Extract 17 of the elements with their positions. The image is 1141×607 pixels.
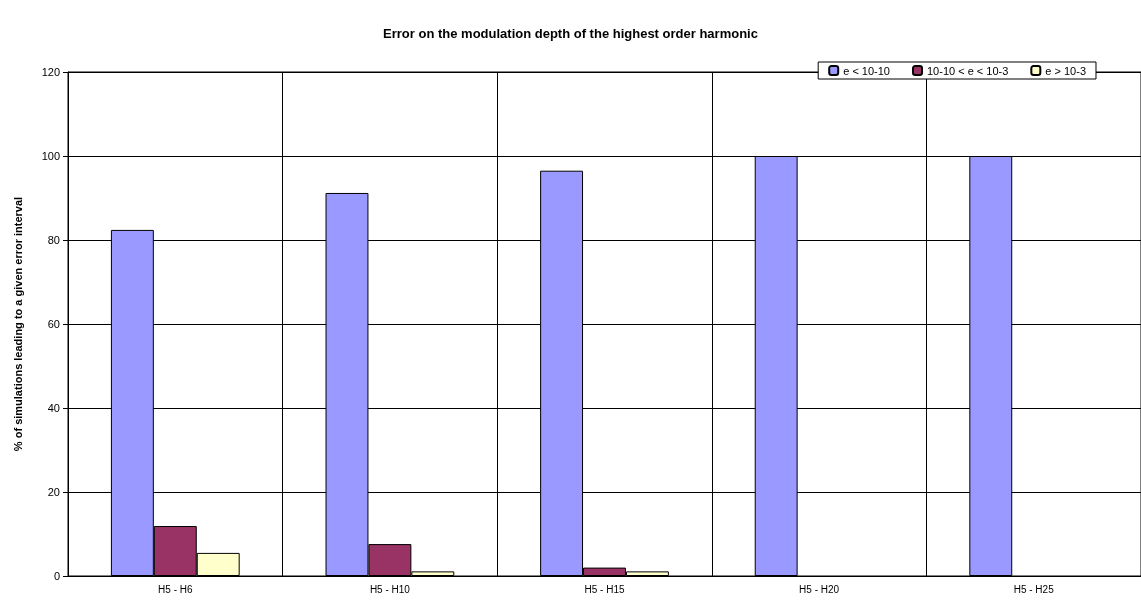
x-tick-label: H5 - H15 [584,583,625,595]
legend-label: 10-10 < e < 10-3 [926,64,1009,77]
y-tick-label: 120 [41,66,60,78]
x-tick-label: H5 - H10 [369,583,411,595]
y-tick-label: 60 [47,318,60,330]
y-tick-label: 20 [47,486,60,498]
y-axis-title: % of simulations leading to a given error interval [11,196,24,452]
legend-label: e < 10-10 [843,64,890,77]
y-tick-label: 0 [53,570,60,582]
x-tick-label: H5 - H6 [158,583,193,595]
y-tick-label: 80 [47,234,60,246]
chart-title: Error on the modulation depth of the highest order harmonic [383,26,758,41]
x-tick-label: H5 - H25 [1013,583,1055,595]
y-tick-label: 40 [47,402,60,414]
y-tick-label: 100 [41,150,60,162]
legend-label: e > 10-3 [1045,64,1086,77]
x-tick-label: H5 - H20 [799,583,840,595]
